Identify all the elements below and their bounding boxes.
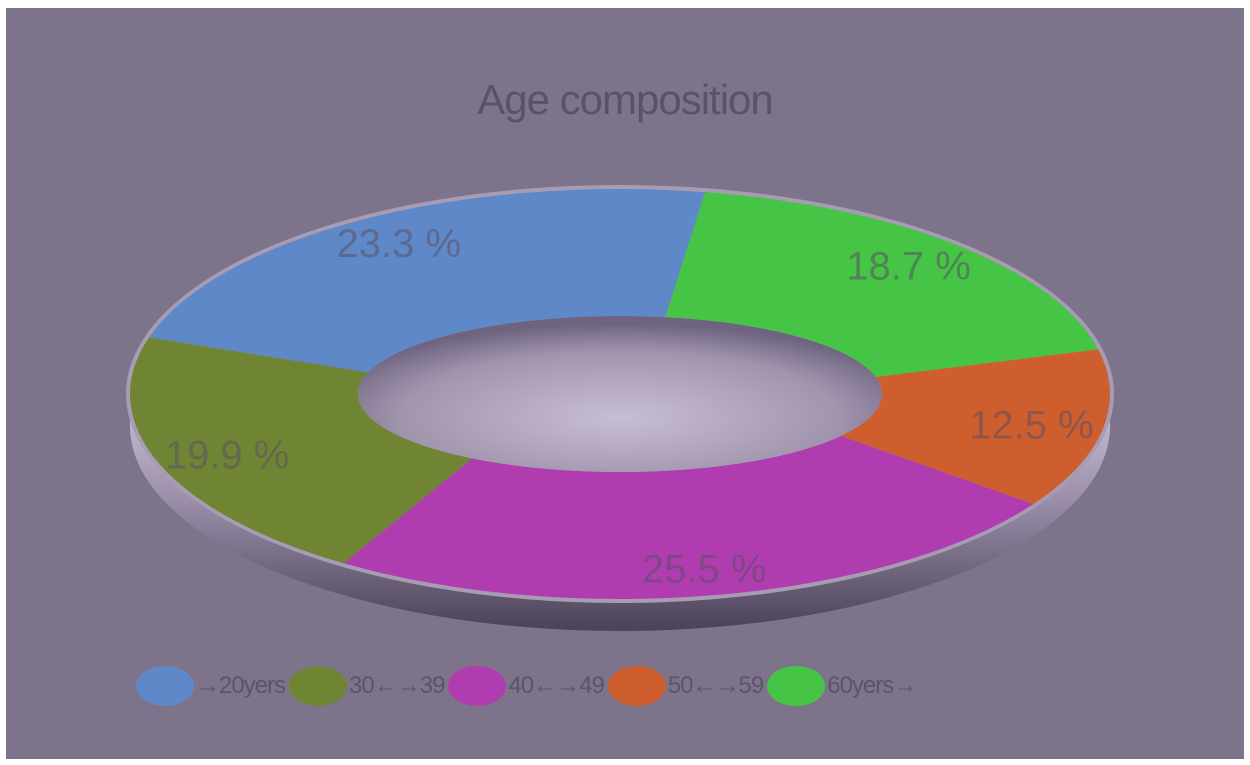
chart-panel: Age composition 23.3 % 19.9 % 25.5 % 12.5 %… [6,8,1244,759]
donut-slice [841,349,1110,504]
legend-item: 60yers→ [767,666,917,706]
chart-legend: →20yers 30←→39 40←→49 50←→59 60yers→ [136,658,920,714]
donut-slice [149,189,706,373]
legend-label: 60yers→ [827,672,917,699]
legend-label: 30←→39 [349,672,445,699]
legend-label: 40←→49 [508,672,604,699]
legend-item: 40←→49 [448,666,605,706]
chart-title: Age composition [477,76,774,123]
donut-slice [665,192,1099,377]
donut-hole [358,316,882,472]
legend-item: 30←→39 [289,666,445,706]
legend-item: →20yers [136,666,286,706]
donut-slice [130,337,473,564]
legend-item: 50←→59 [607,666,764,706]
slice-data-label: 18.7 % [846,244,971,288]
legend-label: 50←→59 [667,672,764,699]
legend-swatch [607,666,666,706]
slice-data-label: 25.5 % [642,547,767,591]
legend-swatch [448,666,507,706]
legend-label: →20yers [196,672,286,699]
donut-slice [343,435,1034,599]
slice-data-label: 23.3 % [337,222,462,266]
legend-swatch [136,666,194,706]
legend-swatch [767,666,826,706]
donut-chart: 23.3 % 19.9 % 25.5 % 12.5 % 18.7 % [126,185,1114,631]
slice-data-label: 19.9 % [165,433,290,477]
slice-data-label: 12.5 % [969,404,1094,448]
legend-swatch [289,666,348,706]
